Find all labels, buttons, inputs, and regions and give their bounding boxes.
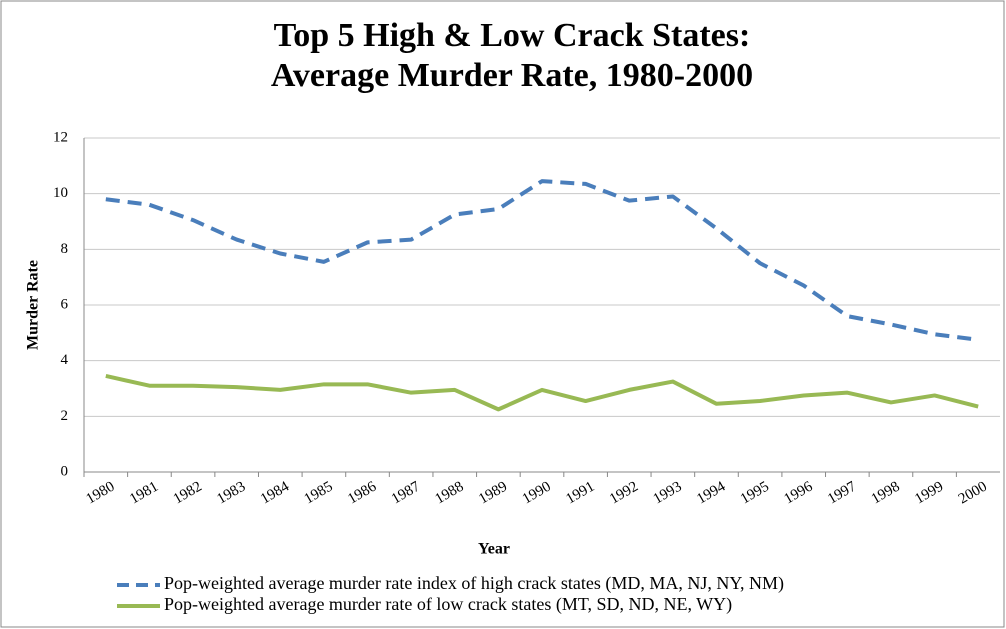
chart-title: Top 5 High & Low Crack States: [274,17,751,54]
y-tick-label: 12 [53,129,68,145]
y-tick-label: 6 [61,296,69,312]
series-line [105,179,979,342]
legend-label: Pop-weighted average murder rate index o… [164,573,784,594]
x-axis-label: Year [478,541,510,558]
y-axis-label: Murder Rate [25,260,42,350]
y-tick-label: 0 [61,463,69,479]
y-tick-label: 4 [61,352,69,368]
y-tick-label: 10 [53,185,68,201]
y-tick-label: 8 [61,241,69,257]
series-line [105,374,979,412]
legend-label: Pop-weighted average murder rate of low … [164,594,732,615]
chart-title: Average Murder Rate, 1980-2000 [271,57,753,94]
y-tick-label: 2 [61,408,69,424]
